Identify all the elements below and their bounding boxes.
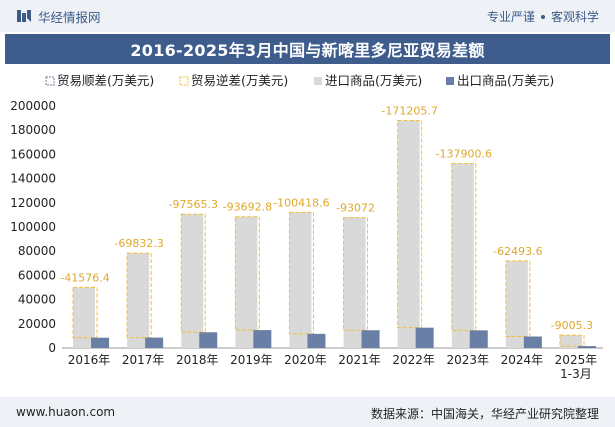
x-tick-label: 2019年: [230, 353, 273, 367]
deficit-box: [343, 217, 369, 331]
legend-label-2: 进口商品(万美元): [325, 73, 422, 88]
deficit-box: [180, 213, 206, 333]
export-bar: [523, 336, 542, 348]
tagline-right: 客观科学: [550, 10, 599, 24]
y-tick-label: 20000: [18, 317, 56, 331]
data-label: -93072: [336, 202, 375, 215]
legend-label-0: 贸易顺差(万美元): [57, 73, 154, 88]
deficit-box: [505, 260, 531, 338]
legend-swatch-3: [446, 77, 454, 85]
y-tick-label: 140000: [10, 172, 56, 186]
data-label: -100418.6: [273, 196, 329, 209]
deficit-box: [397, 120, 423, 329]
legend-swatch-2: [314, 77, 322, 85]
y-tick-label: 120000: [10, 196, 56, 210]
y-tick-label: 40000: [18, 293, 56, 307]
export-bar: [253, 330, 272, 348]
x-tick-label: 2021年: [338, 353, 381, 367]
data-label: -93692.8: [223, 201, 272, 214]
x-tick-label: 2022年: [392, 353, 435, 367]
legend-swatch-0: [45, 76, 55, 86]
export-bar: [361, 330, 380, 348]
brand-name: 华经情报网: [38, 9, 101, 25]
y-tick-label: 80000: [18, 244, 56, 258]
data-label: -9005.3: [551, 319, 593, 332]
data-label: -62493.6: [493, 245, 542, 258]
chart: 贸易顺差(万美元) 贸易逆差(万美元) 进口商品(万美元) 出口商品(万美元) 0 200…: [10, 73, 603, 381]
import-bar: [181, 214, 204, 348]
import-bar: [73, 287, 96, 348]
y-tick-label: 200000: [10, 99, 56, 113]
x-tick-label: 2025年: [555, 353, 598, 367]
legend-label-3: 出口商品(万美元): [457, 73, 554, 88]
export-bar: [145, 337, 164, 348]
x-tick-label: 2024年: [501, 353, 544, 367]
y-tick-label: 160000: [10, 147, 56, 161]
export-bar: [307, 333, 326, 348]
deficit-box: [126, 252, 152, 339]
import-bar: [343, 217, 366, 348]
y-tick-label: 60000: [18, 268, 56, 282]
export-bar: [91, 337, 110, 348]
separator-dot-icon: [540, 14, 545, 19]
export-bar: [199, 332, 218, 348]
y-tick-label: 180000: [10, 123, 56, 137]
data-label: -41576.4: [60, 271, 109, 284]
data-label: -69832.3: [114, 237, 163, 250]
import-bar: [235, 216, 258, 348]
y-tick-label: 100000: [10, 220, 56, 234]
x-tick-label: 2023年: [446, 353, 489, 367]
chart-title: 2016-2025年3月中国与新喀里多尼亚贸易差额: [5, 34, 610, 64]
footer-website[interactable]: www.huaon.com: [16, 405, 116, 419]
footer-source: 数据来源：中国海关，华经产业研究院整理: [370, 407, 599, 421]
x-tick-label: 1-3月: [560, 367, 592, 381]
data-label: -171205.7: [381, 105, 437, 118]
deficit-box: [451, 162, 477, 331]
export-bar: [577, 346, 596, 348]
x-tick-label: 2017年: [122, 353, 165, 367]
legend-swatch-1: [179, 76, 189, 86]
import-bar: [505, 260, 528, 348]
import-bar: [397, 120, 420, 348]
x-tick-label: 2020年: [284, 353, 327, 367]
x-tick-label: 2016年: [68, 353, 111, 367]
brand-logo-icon: [17, 10, 31, 22]
y-tick-label: 0: [48, 341, 56, 355]
import-bar: [451, 163, 474, 348]
top-bar: 华经情报网 专业严谨 客观科学: [0, 0, 615, 32]
export-bar: [469, 330, 488, 348]
x-tick-label: 2018年: [176, 353, 219, 367]
deficit-box: [72, 286, 98, 339]
deficit-box: [559, 334, 585, 347]
import-bar: [127, 253, 150, 348]
brand[interactable]: 华经情报网: [16, 7, 101, 25]
tagline: 专业严谨 客观科学: [487, 8, 599, 25]
import-bar: [289, 212, 312, 348]
footer: www.huaon.com 数据来源：中国海关，华经产业研究院整理: [0, 397, 615, 427]
deficit-box: [288, 211, 314, 335]
export-bar: [415, 327, 434, 348]
tagline-left: 专业严谨: [486, 10, 535, 24]
legend-label-1: 贸易逆差(万美元): [191, 73, 288, 88]
data-label: -97565.3: [169, 198, 218, 211]
data-label: -137900.6: [436, 147, 492, 160]
import-bar: [559, 335, 582, 348]
deficit-box: [234, 216, 260, 331]
